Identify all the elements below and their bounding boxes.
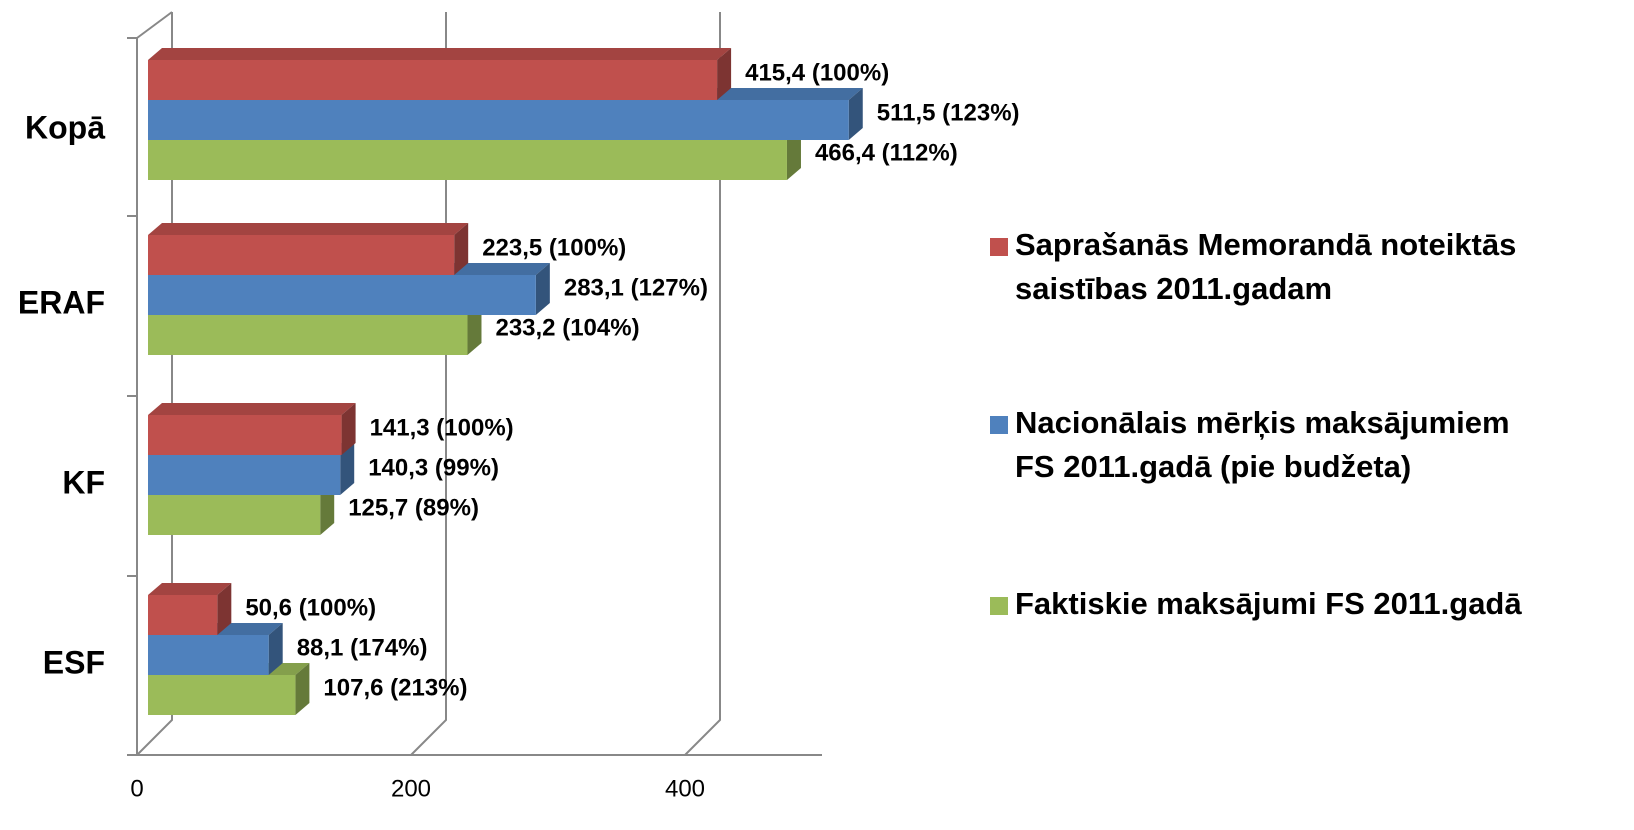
bar-top: [148, 583, 232, 595]
value-label: 466,4 (112%): [815, 139, 958, 166]
value-label: 107,6 (213%): [323, 674, 467, 701]
bar: [148, 455, 341, 495]
bar: [148, 595, 218, 635]
bar-side: [217, 583, 232, 635]
bar-side: [268, 623, 283, 675]
bar: [148, 315, 468, 355]
x-tick-label: 400: [665, 775, 705, 802]
legend-label: Faktiskie maksājumi FS 2011.gadā: [1015, 586, 1522, 621]
category-label: ERAF: [18, 284, 105, 320]
bar-top: [148, 403, 356, 415]
bar: [148, 635, 269, 675]
legend-line: Saprašanās Memorandā noteiktās: [1015, 227, 1516, 262]
value-label: 50,6 (100%): [245, 594, 376, 621]
bar-side: [535, 263, 550, 315]
bar: [148, 275, 536, 315]
category-label: ESF: [43, 644, 105, 680]
legend-label: Nacionālais mērķis maksājumiem FS 2011.ga…: [1015, 405, 1510, 484]
legend-swatch: [990, 416, 1008, 434]
bar-side: [454, 223, 469, 275]
value-label: 140,3 (99%): [368, 454, 499, 481]
bar-side: [320, 483, 335, 535]
value-label: 223,5 (100%): [482, 234, 626, 261]
bar-side: [295, 663, 310, 715]
bar: [148, 60, 718, 100]
bar: [148, 140, 787, 180]
x-tick-label: 200: [391, 775, 431, 802]
legend-line: saistības 2011.gadam: [1015, 271, 1332, 306]
bar-top: [148, 48, 732, 60]
legend-line: FS 2011.gadā (pie budžeta): [1015, 449, 1411, 484]
bar: [148, 235, 455, 275]
value-label: 511,5 (123%): [877, 99, 1020, 126]
x-tick-label: 0: [130, 775, 143, 802]
bar: [148, 495, 321, 535]
legend-swatch: [990, 597, 1008, 615]
bar: [148, 100, 849, 140]
legend-label: Saprašanās Memorandā noteiktās saistības …: [1015, 227, 1516, 306]
category-label: KF: [62, 464, 105, 500]
category-label: Kopā: [25, 109, 105, 145]
value-label: 125,7 (89%): [348, 494, 479, 521]
legend-line: Faktiskie maksājumi FS 2011.gadā: [1015, 586, 1522, 621]
legend-line: Nacionālais mērķis maksājumiem: [1015, 405, 1510, 440]
value-label: 88,1 (174%): [297, 634, 428, 661]
bar-side: [341, 403, 356, 455]
bar-side: [786, 128, 801, 180]
bar: [148, 415, 342, 455]
bar-side: [340, 443, 355, 495]
bar: [148, 675, 296, 715]
grid-line: [684, 12, 721, 756]
bar-side: [717, 48, 732, 100]
value-label: 283,1 (127%): [564, 274, 708, 301]
wall-edge: [136, 11, 173, 39]
axes-frame: [127, 11, 173, 756]
value-label: 233,2 (104%): [495, 314, 639, 341]
value-label: 415,4 (100%): [745, 59, 889, 86]
bar-top: [148, 223, 469, 235]
legend-swatch: [990, 238, 1008, 256]
value-label: 141,3 (100%): [370, 414, 514, 441]
bar-side: [848, 88, 863, 140]
bar-side: [467, 303, 482, 355]
